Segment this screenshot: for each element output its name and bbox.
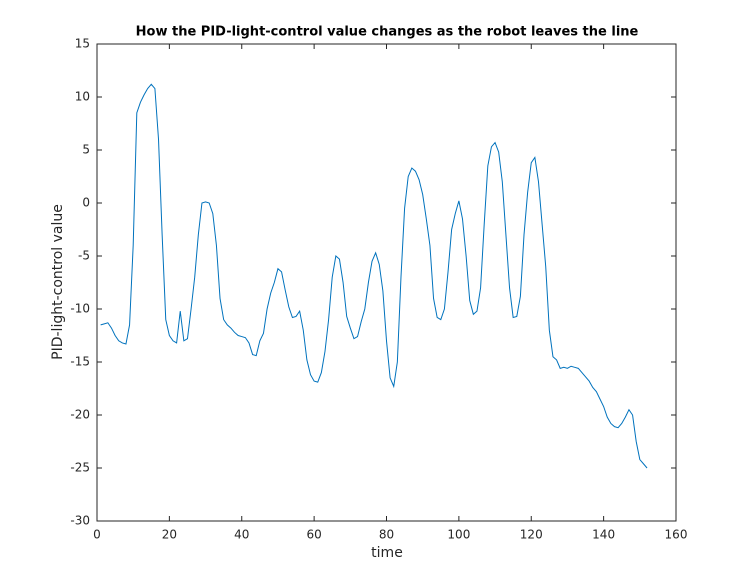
chart-title: How the PID-light-control value changes … [136, 25, 639, 40]
x-tick-label: 20 [162, 528, 177, 542]
x-tick-label: 140 [592, 528, 615, 542]
y-axis-label: PID-light-control value [50, 204, 66, 360]
y-tick-label: 5 [82, 143, 90, 157]
x-tick-label: 40 [234, 528, 249, 542]
x-axis-label: time [371, 545, 403, 561]
plot-frame [96, 43, 677, 522]
y-tick-label: 15 [75, 37, 90, 51]
y-tick-label: -30 [70, 514, 90, 528]
x-tick-label: 160 [665, 528, 688, 542]
y-tick-label: 0 [82, 196, 90, 210]
y-tick-label: -25 [70, 461, 90, 475]
x-tick-label: 60 [306, 528, 321, 542]
x-tick-label: 80 [379, 528, 394, 542]
y-tick-label: -15 [70, 355, 90, 369]
y-tick-label: -20 [70, 408, 90, 422]
y-tick-label: -5 [78, 249, 90, 263]
y-tick-label: 10 [75, 90, 90, 104]
x-tick-label: 120 [520, 528, 543, 542]
x-tick-label: 0 [93, 528, 101, 542]
y-tick-label: -10 [70, 302, 90, 316]
x-tick-label: 100 [447, 528, 470, 542]
data-line [100, 83, 648, 469]
